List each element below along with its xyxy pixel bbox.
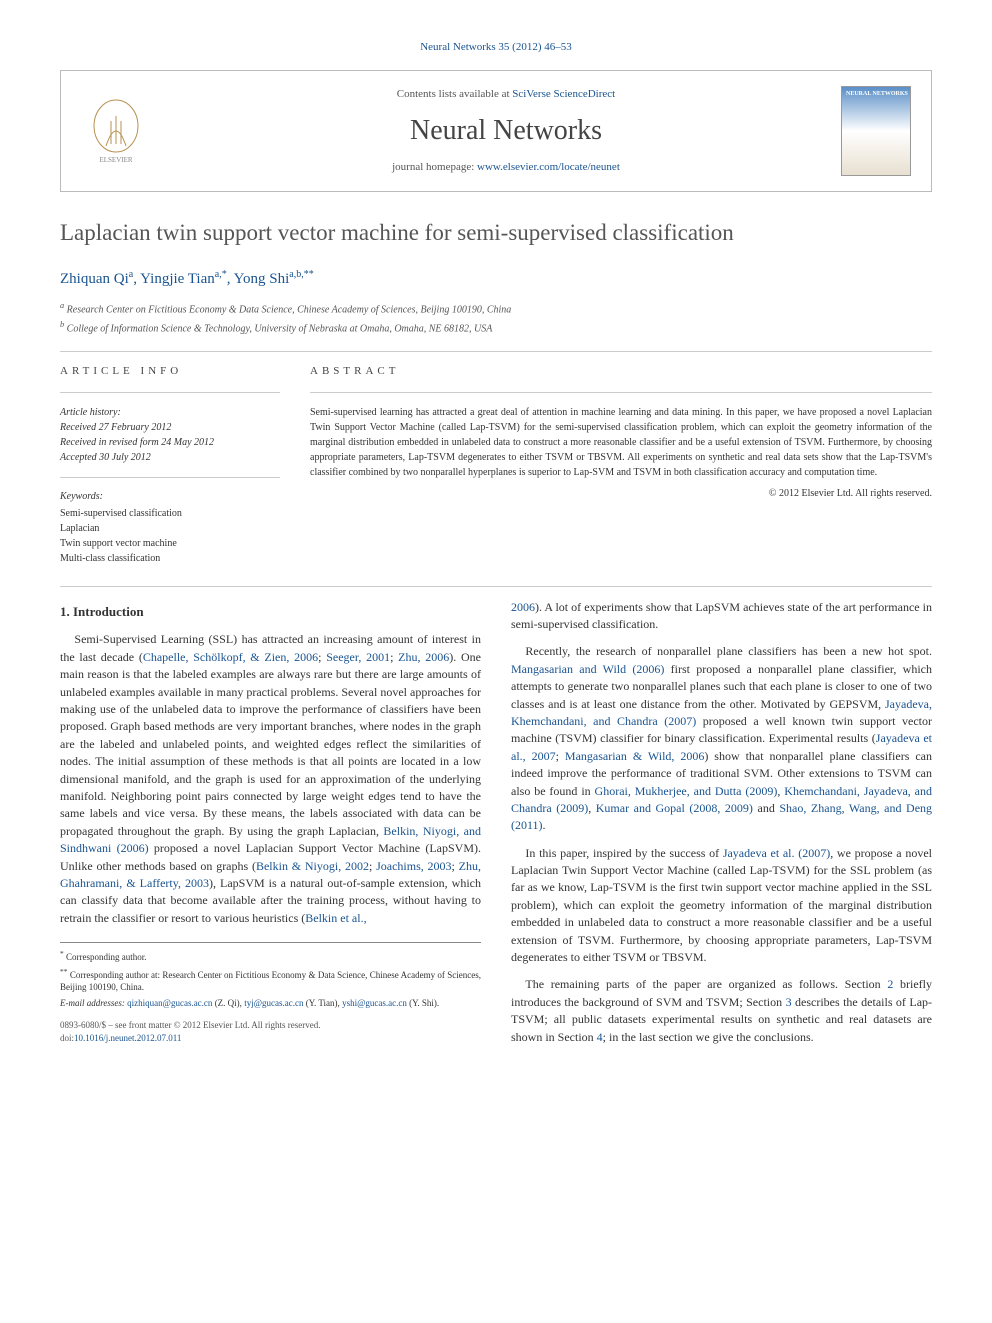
article-history: Article history: Received 27 February 20… (60, 405, 280, 465)
homepage-link[interactable]: www.elsevier.com/locate/neunet (477, 161, 620, 173)
author-1: Zhiquan Qia (60, 271, 133, 287)
authors: Zhiquan Qia, Yingjie Tiana,*, Yong Shia,… (60, 268, 932, 290)
top-citation: Neural Networks 35 (2012) 46–53 (60, 40, 932, 55)
footnotes: * Corresponding author. ** Corresponding… (60, 942, 481, 1009)
citation-link[interactable]: Kumar and Gopal (2008, 2009) (596, 801, 753, 815)
history-revised: Received in revised form 24 May 2012 (60, 435, 280, 450)
citation-link[interactable]: Zhu, 2006 (398, 650, 449, 664)
divider (60, 392, 280, 393)
abstract: abstract Semi-supervised learning has at… (310, 364, 932, 565)
homepage-prefix: journal homepage: (392, 161, 477, 173)
journal-homepage: journal homepage: www.elsevier.com/locat… (171, 160, 841, 175)
paragraph: The remaining parts of the paper are org… (511, 976, 932, 1046)
divider (60, 586, 932, 587)
divider (310, 392, 932, 393)
paragraph: Recently, the research of nonparallel pl… (511, 643, 932, 834)
body-text: 1. Introduction Semi-Supervised Learning… (60, 599, 932, 1051)
citation-link[interactable]: 2006 (511, 600, 535, 614)
citation-link[interactable]: Mangasarian & Wild, 2006 (565, 749, 704, 763)
affiliation-b: b College of Information Science & Techn… (60, 319, 932, 336)
abstract-text: Semi-supervised learning has attracted a… (310, 405, 932, 480)
keyword: Semi-supervised classification (60, 506, 280, 521)
doi-link[interactable]: 10.1016/j.neunet.2012.07.011 (74, 1033, 181, 1043)
contents-prefix: Contents lists available at (397, 88, 512, 100)
citation-link[interactable]: Jayadeva et al. (2007) (723, 846, 830, 860)
divider (60, 477, 280, 478)
keyword: Twin support vector machine (60, 536, 280, 551)
citation-link[interactable]: Joachims, 2003 (376, 859, 451, 873)
keyword: Multi-class classification (60, 551, 280, 566)
author-3: Yong Shia,b,** (234, 271, 314, 287)
history-accepted: Accepted 30 July 2012 (60, 450, 280, 465)
citation-link[interactable]: Chapelle, Schölkopf, & Zien, 2006 (143, 650, 318, 664)
elsevier-logo: ELSEVIER (81, 96, 151, 166)
keyword: Laplacian (60, 521, 280, 536)
citation-link[interactable]: Mangasarian and Wild (2006) (511, 662, 664, 676)
email-link[interactable]: tyj@gucas.ac.cn (244, 998, 303, 1008)
journal-name: Neural Networks (171, 111, 841, 150)
svg-text:ELSEVIER: ELSEVIER (99, 156, 132, 164)
journal-cover-thumbnail (841, 86, 911, 176)
footnote-corresponding-2: ** Corresponding author at: Research Cen… (60, 967, 481, 994)
paragraph: In this paper, inspired by the success o… (511, 845, 932, 967)
contents-lists: Contents lists available at SciVerse Sci… (171, 87, 841, 102)
journal-header: ELSEVIER Contents lists available at Sci… (60, 70, 932, 192)
article-info-heading: article info (60, 364, 280, 379)
citation-link[interactable]: Ghorai, Mukherjee, and Dutta (2009) (595, 784, 778, 798)
abstract-copyright: © 2012 Elsevier Ltd. All rights reserved… (310, 486, 932, 501)
article-info: article info Article history: Received 2… (60, 364, 280, 565)
footnote-emails: E-mail addresses: qizhiquan@gucas.ac.cn … (60, 997, 481, 1010)
abstract-heading: abstract (310, 364, 932, 379)
front-matter: 0893-6080/$ – see front matter © 2012 El… (60, 1019, 481, 1032)
doi: doi:10.1016/j.neunet.2012.07.011 (60, 1032, 481, 1045)
bottom-info: 0893-6080/$ – see front matter © 2012 El… (60, 1019, 481, 1044)
sciencedirect-link[interactable]: SciVerse ScienceDirect (512, 88, 615, 100)
section-heading: 1. Introduction (60, 603, 481, 622)
email-link[interactable]: qizhiquan@gucas.ac.cn (127, 998, 212, 1008)
email-link[interactable]: yshi@gucas.ac.cn (342, 998, 407, 1008)
affiliation-a: a Research Center on Fictitious Economy … (60, 300, 932, 317)
keywords: Semi-supervised classification Laplacian… (60, 506, 280, 566)
citation-link[interactable]: Belkin et al., (305, 911, 366, 925)
footnote-corresponding-1: * Corresponding author. (60, 949, 481, 964)
history-label: Article history: (60, 405, 280, 420)
divider (60, 351, 932, 352)
citation-link[interactable]: Seeger, 2001 (326, 650, 390, 664)
article-title: Laplacian twin support vector machine fo… (60, 217, 932, 249)
citation-link[interactable]: Belkin & Niyogi, 2002 (256, 859, 369, 873)
paragraph-continuation: 2006). A lot of experiments show that La… (511, 599, 932, 634)
paragraph: Semi-Supervised Learning (SSL) has attra… (60, 631, 481, 927)
affiliations: a Research Center on Fictitious Economy … (60, 300, 932, 337)
keywords-label: Keywords: (60, 490, 280, 504)
author-2: Yingjie Tiana,* (140, 271, 227, 287)
history-received: Received 27 February 2012 (60, 420, 280, 435)
